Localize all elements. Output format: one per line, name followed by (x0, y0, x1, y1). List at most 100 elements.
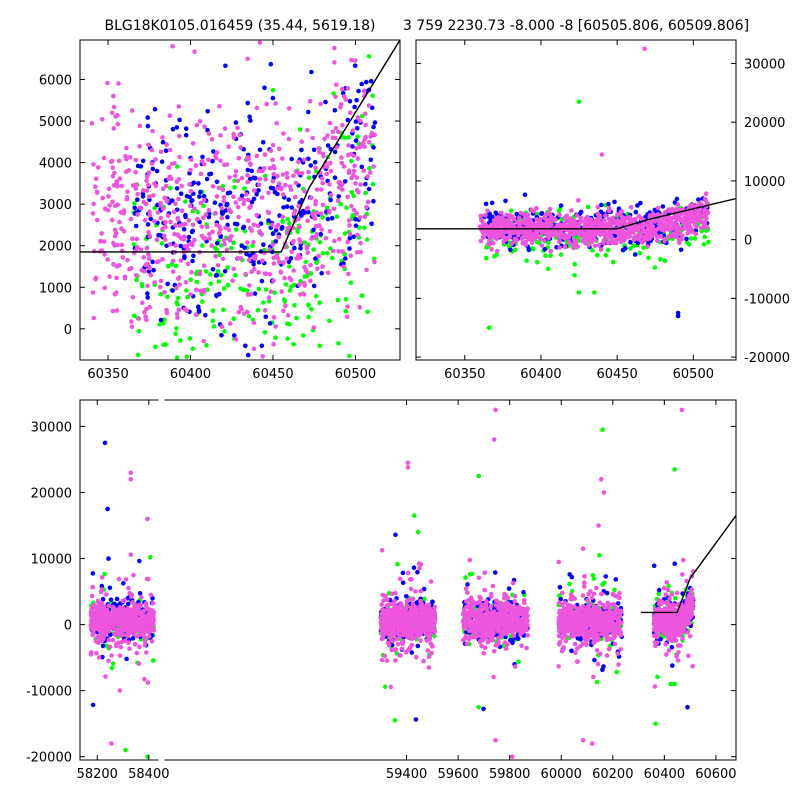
top-left-xtick-label: 60500 (335, 367, 376, 382)
data-point-magenta (580, 238, 586, 243)
data-point-blue (369, 105, 375, 111)
data-point-magenta (147, 305, 152, 310)
data-point-green (317, 343, 323, 349)
data-point-blue (526, 247, 532, 253)
data-point-blue (181, 226, 187, 232)
data-point-magenta (146, 251, 151, 257)
data-point-magenta (354, 175, 360, 180)
data-point-green (628, 246, 633, 251)
data-point-blue (371, 198, 376, 204)
data-point-green (194, 279, 200, 285)
data-point-blue (259, 278, 265, 284)
data-point-blue (191, 253, 196, 259)
data-point-green (205, 287, 210, 293)
data-point-blue (359, 81, 365, 87)
data-point-magenta (235, 125, 240, 131)
data-point-magenta (271, 278, 276, 284)
data-point-magenta (136, 316, 142, 321)
top-right-ytick-label: 10000 (744, 175, 785, 190)
data-point-green (585, 204, 591, 210)
data-point-magenta (123, 577, 129, 582)
data-point-magenta (619, 233, 624, 238)
data-point-magenta (298, 255, 303, 260)
data-point-green (484, 255, 489, 261)
data-point-green (334, 214, 340, 219)
data-point-green (317, 239, 323, 245)
data-point-green (349, 158, 354, 164)
data-point-magenta (660, 221, 666, 226)
data-point-magenta (266, 190, 271, 196)
data-point-magenta (178, 258, 184, 263)
data-point-green (132, 313, 137, 319)
data-point-magenta (227, 207, 232, 212)
data-point-magenta (109, 158, 115, 164)
data-point-green (366, 54, 372, 59)
data-point-magenta (672, 223, 677, 229)
data-point-magenta (170, 44, 175, 49)
data-point-magenta (237, 132, 243, 138)
data-point-magenta (245, 179, 251, 185)
data-point-magenta (144, 650, 149, 655)
data-point-magenta (293, 194, 298, 200)
data-point-blue (160, 139, 166, 145)
data-point-blue (347, 236, 353, 241)
data-point-magenta (361, 168, 367, 173)
data-point-magenta (665, 223, 671, 229)
data-point-magenta (606, 221, 612, 227)
data-point-magenta (345, 86, 351, 91)
data-point-magenta (544, 229, 549, 234)
data-point-magenta (129, 592, 134, 597)
data-point-blue (270, 95, 276, 101)
data-point-magenta (263, 271, 269, 277)
data-point-magenta (386, 642, 392, 648)
data-point-blue (288, 255, 294, 261)
data-point-blue (633, 209, 639, 215)
data-point-magenta (676, 231, 681, 236)
data-point-magenta (271, 255, 277, 261)
data-point-magenta (133, 157, 139, 163)
data-point-magenta (144, 246, 150, 251)
outlier-point-green (486, 325, 492, 331)
data-point-magenta (117, 219, 122, 225)
data-point-green (287, 264, 292, 269)
data-point-magenta (110, 199, 115, 205)
data-point-magenta (585, 222, 590, 227)
data-point-blue (196, 181, 201, 186)
data-point-blue (247, 114, 252, 119)
data-point-blue (210, 267, 216, 272)
data-point-green (320, 215, 326, 220)
data-point-green (291, 282, 297, 288)
data-point-magenta (254, 105, 260, 111)
data-point-magenta (91, 602, 97, 608)
data-point-green (467, 571, 473, 577)
data-point-magenta (330, 248, 336, 254)
data-point-blue (413, 717, 419, 722)
data-point-magenta (129, 108, 135, 113)
data-point-magenta (137, 205, 143, 211)
data-point-magenta (655, 238, 660, 243)
data-point-magenta (133, 619, 138, 625)
data-point-magenta (131, 614, 137, 620)
data-point-blue (359, 164, 365, 170)
data-point-blue (145, 123, 151, 129)
data-point-green (516, 659, 521, 665)
data-point-magenta (151, 193, 156, 198)
data-point-magenta (335, 198, 341, 203)
data-point-magenta (145, 261, 150, 267)
data-point-blue (233, 120, 239, 125)
data-point-magenta (147, 233, 153, 239)
data-point-magenta (298, 239, 303, 245)
data-point-magenta (184, 308, 189, 314)
data-point-magenta (116, 622, 122, 627)
top-left-ytick-label: 5000 (39, 115, 72, 130)
data-point-blue (114, 596, 120, 602)
data-point-magenta (653, 231, 658, 237)
data-point-magenta (350, 128, 356, 133)
panel-top-left: BLG18K0105.016459 (35.44, 5619.18) 60350… (39, 18, 401, 382)
data-point-magenta (424, 608, 429, 614)
data-point-blue (177, 117, 182, 123)
data-point-magenta (319, 187, 324, 192)
data-point-green (646, 255, 651, 261)
data-point-magenta (419, 602, 425, 608)
data-point-magenta (280, 156, 285, 161)
